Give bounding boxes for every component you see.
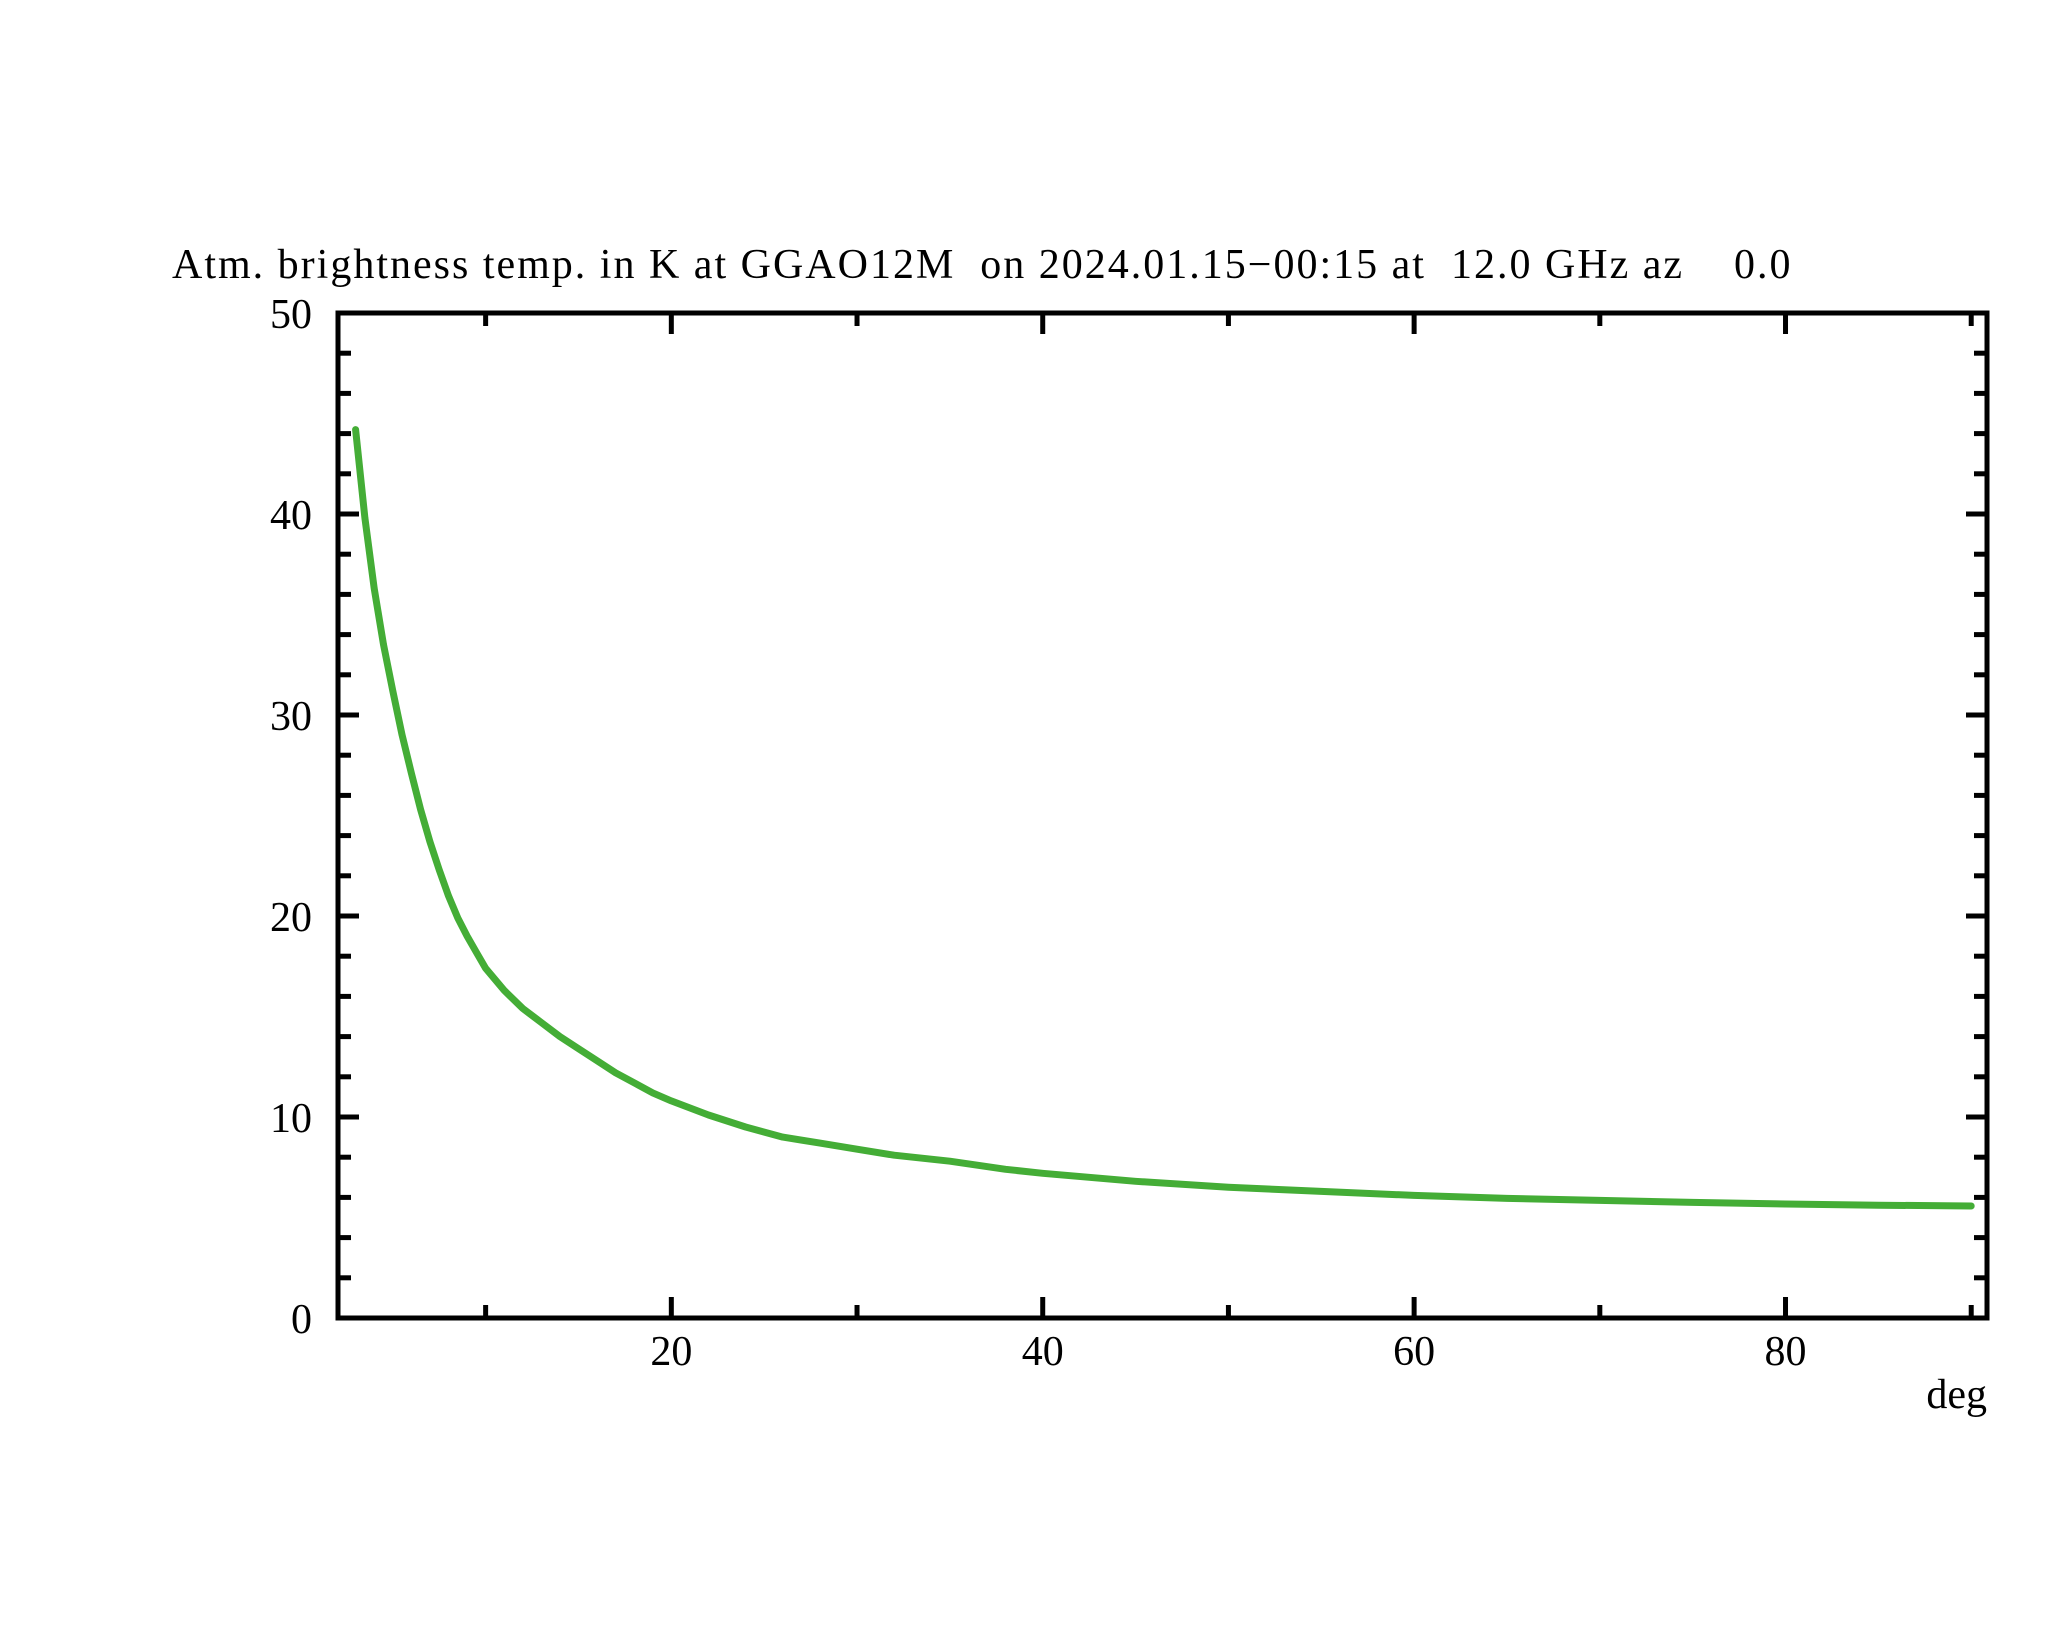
y-tick-label: 30 (270, 694, 312, 740)
temperature-curve (352, 426, 1975, 1210)
y-tick-label: 40 (270, 493, 312, 539)
x-tick-label: 20 (650, 1329, 692, 1375)
y-tick-label: 0 (291, 1297, 312, 1343)
plot-title: Atm. brightness temp. in K at GGAO12M on… (172, 242, 1793, 288)
y-tick-label: 50 (270, 292, 312, 338)
y-tick-label: 20 (270, 895, 312, 941)
plot-box (335, 310, 1990, 1321)
x-tick-label: 80 (1765, 1329, 1807, 1375)
x-tick-label: 60 (1393, 1329, 1435, 1375)
x-tick-label: 40 (1022, 1329, 1064, 1375)
y-tick-label: 10 (270, 1096, 312, 1142)
x-axis-unit-label: deg (1926, 1372, 1987, 1418)
